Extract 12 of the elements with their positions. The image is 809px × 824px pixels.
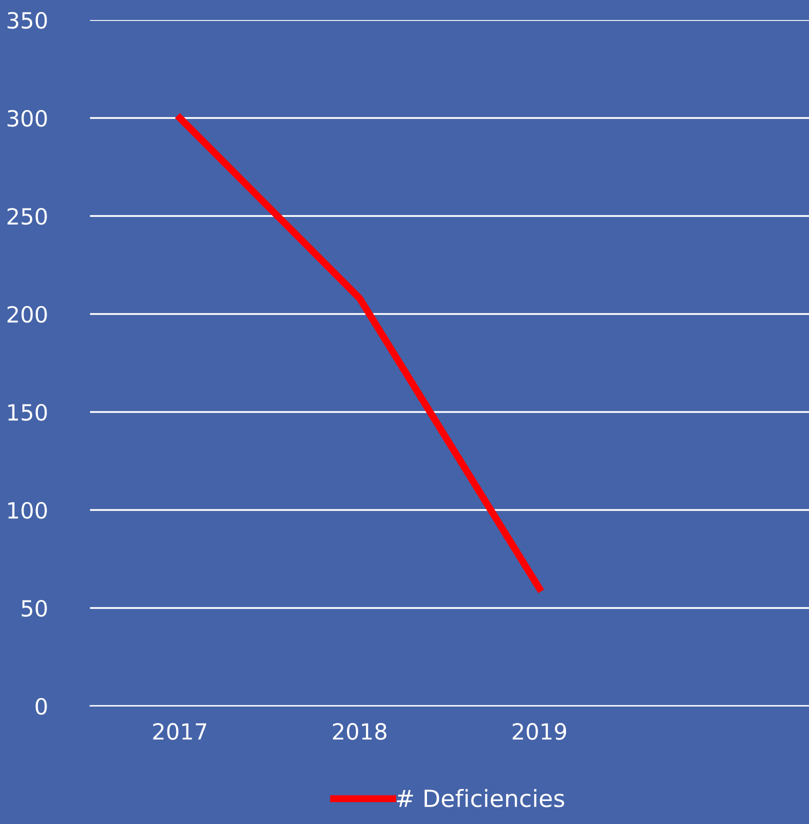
legend-label: # Deficiencies	[396, 788, 564, 808]
y-tick-label: 300	[8, 110, 47, 127]
y-tick-label: 350	[8, 12, 47, 29]
y-tick-label: 150	[8, 404, 47, 421]
y-tick-label: 50	[22, 600, 47, 617]
x-tick-label: 2017	[153, 723, 206, 740]
y-tick-label: 200	[8, 306, 47, 323]
x-tick-label: 2019	[512, 723, 566, 740]
x-tick-label: 2018	[332, 723, 386, 740]
y-tick-label: 250	[8, 208, 47, 225]
y-tick-label: 0	[36, 698, 47, 715]
y-tick-label: 100	[8, 502, 47, 519]
